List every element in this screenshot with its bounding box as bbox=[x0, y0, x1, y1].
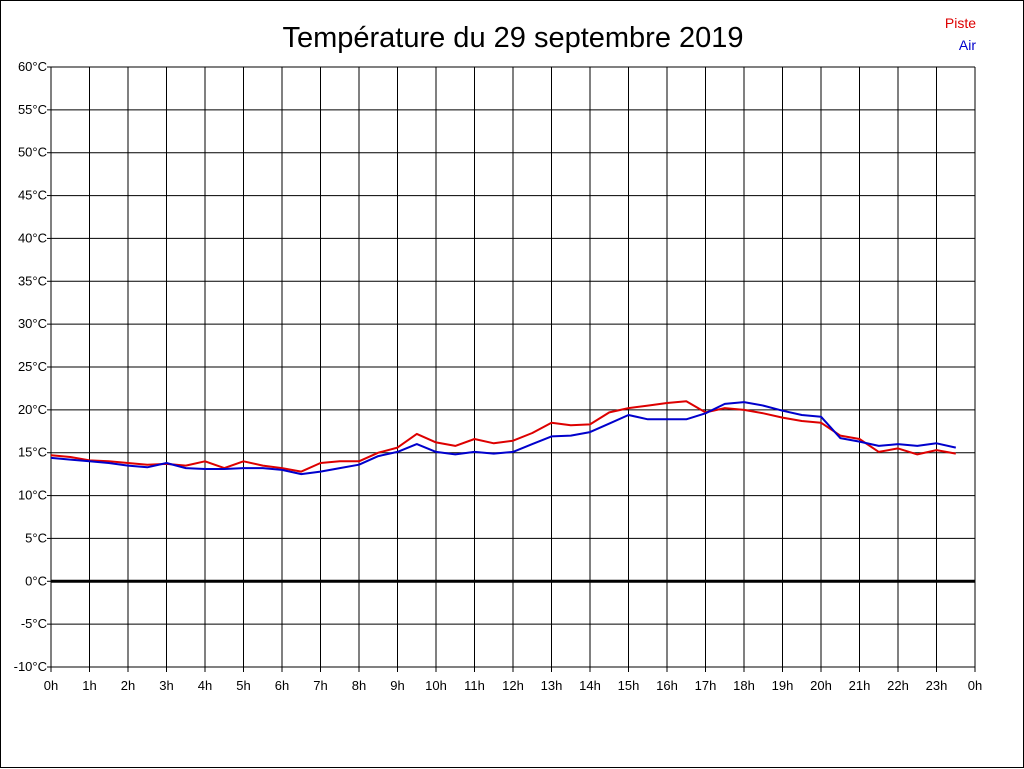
y-tick-label: 40°C bbox=[18, 230, 47, 245]
y-tick-label: 60°C bbox=[18, 59, 47, 74]
x-tick-label: 1h bbox=[82, 678, 96, 693]
y-tick-label: 20°C bbox=[18, 402, 47, 417]
x-tick-label: 14h bbox=[579, 678, 601, 693]
x-tick-label: 22h bbox=[887, 678, 909, 693]
y-tick-label: 5°C bbox=[25, 530, 47, 545]
y-tick-label: -10°C bbox=[14, 659, 47, 674]
x-tick-label: 10h bbox=[425, 678, 447, 693]
x-tick-label: 0h bbox=[44, 678, 58, 693]
x-tick-label: 16h bbox=[656, 678, 678, 693]
x-tick-label: 18h bbox=[733, 678, 755, 693]
x-tick-label: 17h bbox=[695, 678, 717, 693]
y-tick-label: 15°C bbox=[18, 445, 47, 460]
legend: Piste Air bbox=[945, 15, 976, 53]
y-tick-label: 25°C bbox=[18, 359, 47, 374]
x-tick-label: 0h bbox=[968, 678, 982, 693]
x-tick-label: 5h bbox=[236, 678, 250, 693]
y-tick-label: 10°C bbox=[18, 488, 47, 503]
series-lines bbox=[50, 400, 957, 476]
legend-entry-piste: Piste bbox=[945, 15, 976, 31]
chart-title: Température du 29 septembre 2019 bbox=[282, 22, 743, 54]
x-tick-label: 2h bbox=[121, 678, 135, 693]
y-tick-label: 35°C bbox=[18, 273, 47, 288]
x-tick-label: 21h bbox=[849, 678, 871, 693]
x-tick-label: 3h bbox=[159, 678, 173, 693]
x-tick-label: 7h bbox=[313, 678, 327, 693]
series-line-air bbox=[50, 401, 957, 476]
x-tick-label: 13h bbox=[541, 678, 563, 693]
series-line-piste bbox=[50, 400, 956, 473]
x-tick-label: 20h bbox=[810, 678, 832, 693]
x-tick-label: 12h bbox=[502, 678, 524, 693]
y-tick-label: -5°C bbox=[21, 616, 47, 631]
x-tick-label: 23h bbox=[926, 678, 948, 693]
y-tick-label: 45°C bbox=[18, 188, 47, 203]
y-tick-label: 50°C bbox=[18, 145, 47, 160]
axes: 0h 1h 2h 3h 4h 5h 6h 7h 8h 9h 10h 11h 12h 13h 14h 15h 16… bbox=[14, 59, 983, 693]
x-tick-label: 19h bbox=[772, 678, 794, 693]
grid bbox=[50, 66, 976, 668]
x-tick-label: 15h bbox=[618, 678, 640, 693]
legend-entry-air: Air bbox=[959, 37, 976, 53]
x-tick-label: 4h bbox=[198, 678, 212, 693]
x-tick-label: 6h bbox=[275, 678, 289, 693]
x-tick-label: 11h bbox=[464, 678, 485, 693]
x-tick-label: 8h bbox=[352, 678, 366, 693]
y-tick-label: 30°C bbox=[18, 316, 47, 331]
y-tick-label: 0°C bbox=[25, 573, 47, 588]
x-tick-label: 9h bbox=[390, 678, 404, 693]
y-tick-label: 55°C bbox=[18, 102, 47, 117]
